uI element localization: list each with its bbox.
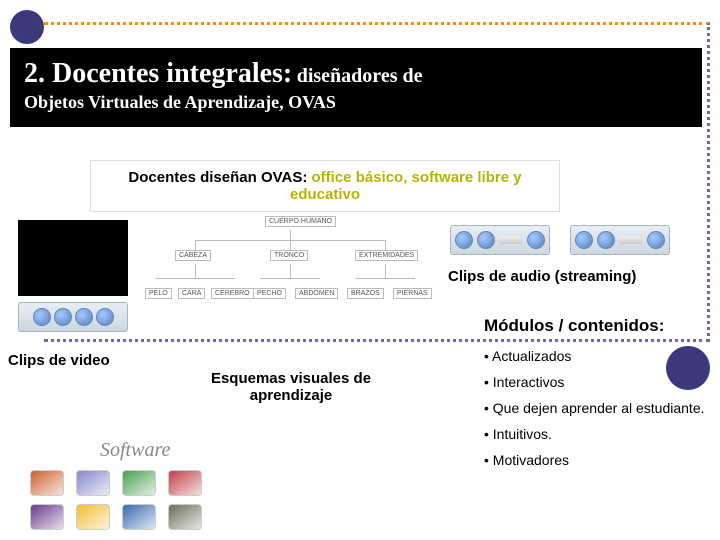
diagram-line bbox=[290, 230, 291, 240]
diagram-node: ABDOMEN bbox=[295, 288, 338, 299]
title-block: 2. Docentes integrales: diseñadores de O… bbox=[10, 48, 702, 127]
play-icon bbox=[33, 308, 51, 326]
diagram-line bbox=[385, 240, 386, 250]
diagram-line bbox=[195, 240, 196, 250]
software-icon bbox=[168, 470, 202, 496]
play-icon bbox=[455, 231, 473, 249]
diagram-node: PECHO bbox=[253, 288, 286, 299]
audio-label: Clips de audio (streaming) bbox=[448, 268, 636, 285]
diagram-node: EXTREMIDADES bbox=[355, 250, 418, 261]
list-item: • Intuitivos. bbox=[484, 426, 705, 442]
play-icon bbox=[527, 231, 545, 249]
software-icon bbox=[30, 470, 64, 496]
software-icon bbox=[76, 504, 110, 530]
software-icon bbox=[76, 470, 110, 496]
clips-video-label: Clips de video bbox=[8, 352, 110, 369]
software-icons bbox=[30, 470, 202, 530]
title-sub2: Objetos Virtuales de Aprendizaje, OVAS bbox=[24, 92, 688, 113]
title-sub1: diseñadores de bbox=[297, 65, 423, 87]
title-main: 2. Docentes integrales: bbox=[24, 58, 292, 89]
diagram-root: CUERPO HUMANO bbox=[265, 216, 336, 227]
diagram-node: BRAZOS bbox=[347, 288, 384, 299]
play-icon bbox=[597, 231, 615, 249]
play-icon bbox=[575, 231, 593, 249]
software-icon bbox=[122, 504, 156, 530]
modulos-heading: Módulos / contenidos: bbox=[484, 316, 664, 336]
side-circle-icon bbox=[666, 346, 710, 390]
bullet-circle-icon bbox=[10, 10, 44, 44]
play-icon bbox=[96, 308, 114, 326]
diagram-line bbox=[290, 264, 291, 278]
diagram-node: CARA bbox=[178, 288, 205, 299]
audio-player-icon bbox=[450, 225, 550, 255]
list-item: • Motivadores bbox=[484, 452, 705, 468]
diagram-line bbox=[385, 264, 386, 278]
concept-diagram: CUERPO HUMANO CABEZA TRONCO EXTREMIDADES… bbox=[145, 216, 435, 346]
list-item: • Que dejen aprender al estudiante. bbox=[484, 400, 705, 416]
video-controls-icon bbox=[18, 302, 128, 332]
software-icon bbox=[168, 504, 202, 530]
mid-lead: Docentes diseñan OVAS: bbox=[128, 169, 311, 186]
diagram-line bbox=[355, 278, 415, 279]
play-icon bbox=[477, 231, 495, 249]
diagram-line bbox=[195, 264, 196, 278]
esquemas-label: Esquemas visuales de aprendizaje bbox=[176, 370, 406, 404]
software-icon bbox=[30, 504, 64, 530]
mid-statement: Docentes diseñan OVAS: office básico, so… bbox=[90, 160, 560, 212]
diagram-line bbox=[155, 278, 235, 279]
play-icon bbox=[647, 231, 665, 249]
diagram-node: PELO bbox=[145, 288, 172, 299]
diagram-node: PIERNAS bbox=[393, 288, 432, 299]
video-preview bbox=[18, 220, 128, 296]
diagram-node: CABEZA bbox=[175, 250, 211, 261]
audio-player-icon bbox=[570, 225, 670, 255]
mid-highlight: office básico, software libre y educativ… bbox=[290, 169, 522, 203]
software-label: Software bbox=[100, 439, 170, 462]
diagram-node: CEREBRO bbox=[211, 288, 254, 299]
software-icon bbox=[122, 470, 156, 496]
diagram-node: TRONCO bbox=[270, 250, 308, 261]
play-icon bbox=[54, 308, 72, 326]
progress-icon bbox=[619, 236, 643, 244]
play-icon bbox=[75, 308, 93, 326]
progress-icon bbox=[499, 236, 523, 244]
diagram-line bbox=[290, 240, 291, 250]
diagram-line bbox=[260, 278, 320, 279]
